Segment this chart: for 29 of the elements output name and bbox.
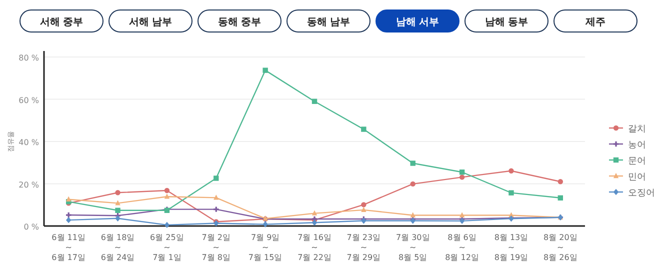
y-tick-label: 0 % [24, 222, 40, 232]
legend-label: 갈치 [628, 124, 646, 134]
legend-label: 민어 [628, 172, 646, 182]
tab: 남해 동부 [464, 10, 548, 32]
y-tick-label: 20 % [18, 180, 40, 190]
x-tick-label: 7월 2일 ~ 7월 8일 [202, 233, 231, 262]
tab: 제주 [554, 10, 638, 32]
x-tick-label: 6월 25일 ~ 7월 1일 [150, 233, 184, 262]
legend-label: 문어 [628, 156, 646, 166]
x-tick-label: 8월 6일 ~ 8월 12일 [445, 233, 479, 262]
y-tick-label: 60 % [18, 96, 40, 105]
tab: 서해 남부 [108, 10, 192, 32]
legend-label: 농어 [628, 140, 646, 150]
x-tick-label: 8월 13일 ~ 8월 19일 [494, 233, 528, 262]
x-tick-label: 7월 23일 ~ 7월 29일 [346, 233, 381, 262]
chart-title: 남해 서부 [396, 17, 440, 28]
tab: 서해 중부 [20, 10, 104, 32]
x-tick-label: 7월 16일 ~ 7월 22일 [298, 233, 332, 262]
x-tick-label: 8월 20일 ~ 8월 26일 [544, 233, 578, 262]
x-tick-label: 7월 30일 ~ 8월 5일 [396, 233, 430, 262]
x-tick-label: 6월 11일 ~ 6월 17일 [52, 233, 86, 262]
x-tick-label: 7월 9일 ~ 7월 15일 [248, 233, 282, 262]
tab: 동해 중부 [198, 10, 282, 32]
tab: 동해 남부 [286, 10, 370, 32]
y-tick-label: 80 % [18, 54, 40, 62]
legend-label: 오징어 [628, 188, 655, 198]
y-tick-label: 40 % [18, 138, 40, 147]
x-tick-label: 6월 18일 ~ 6월 24일 [100, 233, 135, 262]
tab: 남해 서부 [376, 10, 460, 32]
